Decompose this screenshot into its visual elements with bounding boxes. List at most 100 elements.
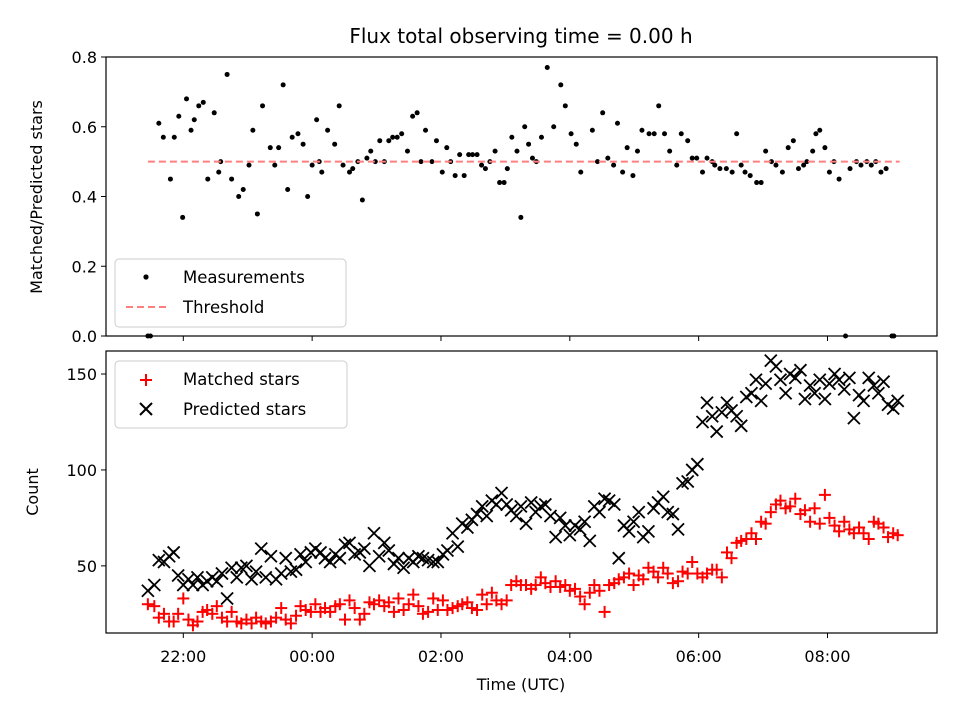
predicted-star-point (333, 551, 347, 565)
measurement-point (656, 103, 662, 109)
legend-measurements-marker (143, 274, 149, 280)
measurement-point (200, 99, 206, 105)
matched-star-point (148, 600, 161, 613)
measurement-point (758, 180, 764, 186)
predicted-star-point (744, 386, 759, 400)
predicted-star-point (700, 396, 714, 410)
predicted-star-point (622, 524, 636, 538)
measurement-point (551, 124, 557, 130)
measurement-point (325, 127, 331, 133)
measurement-point (754, 180, 760, 186)
measurement-point (180, 214, 186, 220)
top-y-ticks: 0.0 0.2 0.4 0.6 0.8 (72, 48, 106, 346)
matched-star-point (275, 602, 288, 615)
predicted-star-point (807, 386, 822, 400)
predicted-star-point (391, 551, 406, 565)
y-tick-label: 50 (77, 557, 97, 576)
measurement-point (742, 169, 748, 175)
x-tick-label: 04:00 (547, 647, 593, 666)
measurement-point (184, 96, 190, 102)
measurement-point (712, 162, 718, 168)
matched-star-point (813, 517, 826, 530)
measurement-point (689, 155, 695, 161)
measurement-point (289, 134, 295, 140)
measurement-point (600, 110, 606, 116)
measurement-point (479, 162, 485, 168)
measurement-point (518, 214, 524, 220)
measurement-point (466, 152, 472, 158)
predicted-star-point (190, 570, 205, 585)
legend-predicted-marker (139, 402, 153, 416)
measurement-point (558, 82, 564, 88)
measurement-point (191, 117, 197, 123)
measurement-point (796, 166, 801, 172)
measurement-point (347, 169, 353, 175)
matched-star-point (333, 598, 346, 611)
top-plot-frame (105, 56, 938, 337)
measurement-point (457, 152, 463, 158)
matched-star-point (397, 603, 410, 616)
matched-star-point (373, 594, 386, 607)
measurement-point (410, 113, 416, 119)
matched-star-point (500, 594, 513, 607)
measurement-point (514, 148, 520, 154)
matched-star-point (441, 603, 454, 616)
matched-star-point (358, 607, 371, 620)
measurement-point (734, 131, 740, 137)
measurement-point (630, 173, 636, 179)
matched-star-point (672, 575, 685, 588)
predicted-star-point (299, 555, 313, 569)
matched-star-point (588, 579, 601, 592)
measurement-point (350, 166, 356, 172)
measurement-point (216, 169, 222, 175)
measurement-point (611, 162, 617, 168)
matched-star-point (798, 504, 811, 517)
predicted-star-point (573, 522, 587, 537)
measurement-point (804, 159, 810, 165)
matched-star-point (290, 609, 303, 622)
predicted-star-point (871, 386, 886, 400)
measurement-point (429, 159, 435, 165)
predicted-star-point (289, 563, 303, 577)
measurement-point (224, 71, 230, 77)
matched-star-point (387, 605, 400, 618)
predicted-star-point (440, 543, 455, 558)
measurement-point (538, 134, 544, 140)
measurement-point (624, 145, 630, 151)
predicted-star-point (372, 549, 386, 563)
predicted-star-point (224, 561, 239, 575)
measurement-point (763, 148, 769, 154)
predicted-star-point (259, 570, 273, 585)
matched-star-point (284, 617, 297, 630)
measurement-point (188, 127, 194, 133)
measurement-point (474, 152, 480, 158)
top-panel: 0.00.20.40.60.8 Matched/Predicted stars … (27, 48, 938, 346)
legend-threshold-label: Threshold (182, 298, 264, 317)
measurement-point (305, 194, 311, 199)
measurement-point (595, 159, 601, 165)
predicted-star-point (769, 359, 783, 373)
matched-star-point (402, 598, 415, 611)
predicted-star-point (460, 520, 475, 535)
measurement-point (678, 131, 684, 137)
matched-star-point (446, 602, 459, 615)
measurement-point (452, 173, 458, 179)
predicted-star-point (886, 401, 900, 416)
top-legend: Measurements Threshold (114, 258, 347, 328)
measurement-point (267, 145, 273, 151)
measurement-point (773, 162, 779, 168)
measurement-point (529, 155, 535, 161)
matched-star-point (324, 605, 337, 618)
predicted-star-point (710, 424, 724, 439)
measurement-point (790, 138, 796, 144)
bottom-legend: Matched stars Predicted stars (114, 360, 348, 429)
predicted-star-point (475, 499, 489, 514)
matched-star-point (172, 607, 185, 620)
y-tick-label: 0.8 (72, 48, 97, 67)
matched-star-point (862, 533, 875, 545)
measurement-point (747, 173, 753, 179)
measurement-point (497, 180, 503, 186)
legend-predicted-label: Predicted stars (183, 400, 306, 419)
predicted-star-point (626, 515, 641, 529)
